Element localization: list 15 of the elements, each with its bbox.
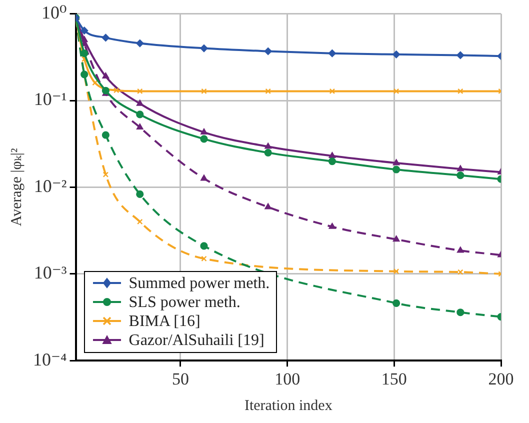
y-tick-label: 10⁻² [34, 176, 67, 196]
x-tick-label: 200 [488, 369, 514, 388]
x-axis-title: Iteration index [244, 398, 333, 414]
x-tick-label: 50 [172, 369, 189, 388]
x-tick-label: 100 [274, 369, 300, 388]
legend-label: Summed power meth. [128, 274, 270, 293]
legend-label: Gazor/AlSuhaili [19] [128, 330, 264, 350]
y-axis-title: Average |φₖ|² [8, 148, 25, 226]
legend-label: SLS power meth. [128, 292, 240, 312]
legend-label: BIMA [16] [128, 312, 200, 331]
y-tick-label: 10⁻⁴ [32, 349, 67, 370]
x-tick-label: 150 [381, 369, 407, 388]
y-tick-label: 10⁻¹ [34, 89, 67, 110]
y-tick-label: 10⁻³ [34, 262, 68, 283]
y-tick-label: 10⁰ [42, 2, 67, 23]
